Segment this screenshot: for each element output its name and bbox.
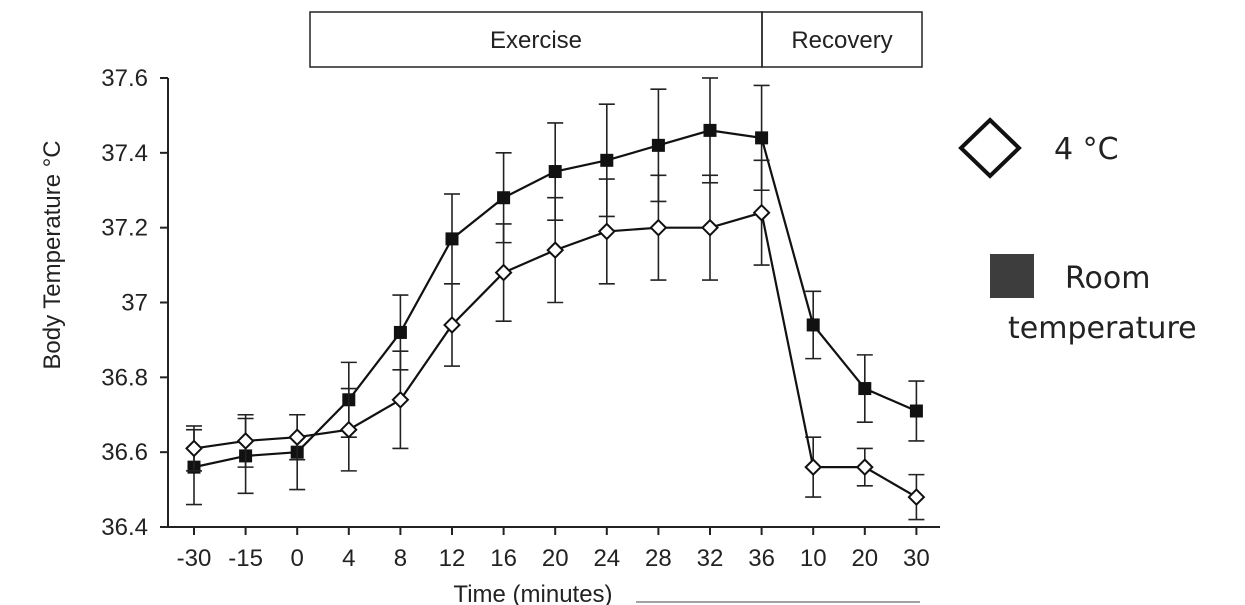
recovery-phase-label: Recovery bbox=[791, 27, 892, 54]
data-point-diamond bbox=[339, 420, 358, 439]
data-point-diamond bbox=[546, 241, 565, 260]
legend: 4 °C Room temperature bbox=[958, 117, 1197, 346]
x-tick-label: 0 bbox=[291, 545, 304, 572]
x-tick-label: 12 bbox=[439, 545, 466, 572]
data-point-diamond bbox=[701, 218, 719, 237]
x-axis-ticks: -30 -15 0 4 8 12 16 20 24 28 32 36 10 20 30 bbox=[177, 527, 930, 572]
data-point-diamond bbox=[443, 316, 461, 334]
legend-diamond-marker-icon bbox=[958, 117, 1022, 179]
data-point-diamond bbox=[907, 488, 926, 506]
data-point-square bbox=[909, 404, 923, 418]
x-tick-label: 4 bbox=[342, 545, 355, 572]
data-point-square bbox=[548, 165, 562, 179]
data-point-square bbox=[806, 318, 820, 332]
data-point-diamond bbox=[804, 458, 823, 477]
legend-square-marker-icon bbox=[990, 254, 1034, 298]
y-tick-label: 37 bbox=[121, 290, 148, 317]
series-4c bbox=[185, 159, 926, 521]
data-point-diamond bbox=[752, 203, 771, 222]
data-point-square bbox=[600, 153, 614, 167]
legend-label-room-line1: Room bbox=[1065, 261, 1150, 296]
legend-label-4c: 4 °C bbox=[1054, 132, 1119, 167]
x-tick-label: 32 bbox=[697, 545, 724, 572]
data-point-square bbox=[703, 123, 717, 137]
x-tick-label: 20 bbox=[851, 545, 878, 572]
x-tick-label: 8 bbox=[394, 545, 407, 572]
x-tick-label: -30 bbox=[177, 545, 212, 572]
phase-header: Exercise Recovery bbox=[309, 11, 923, 68]
x-tick-label: 24 bbox=[593, 545, 620, 572]
y-axis-ticks: 36.4 36.6 36.8 37 37.2 37.4 37.6 bbox=[101, 65, 168, 541]
y-tick-label: 36.4 bbox=[101, 514, 148, 541]
data-point-diamond bbox=[597, 222, 616, 241]
data-point-diamond bbox=[391, 390, 410, 409]
data-point-diamond bbox=[236, 432, 255, 450]
data-point-diamond bbox=[649, 218, 668, 237]
exercise-phase-label: Exercise bbox=[490, 27, 582, 54]
data-point-square bbox=[755, 131, 769, 145]
x-tick-label: -15 bbox=[228, 545, 263, 572]
legend-label-room-line2: temperature bbox=[1008, 311, 1197, 346]
data-point-diamond bbox=[494, 263, 513, 282]
y-tick-label: 37.2 bbox=[101, 215, 148, 242]
x-tick-label: 10 bbox=[800, 545, 827, 572]
y-tick-label: 37.4 bbox=[101, 140, 148, 167]
y-tick-label: 37.6 bbox=[101, 65, 148, 92]
x-tick-label: 16 bbox=[490, 545, 517, 572]
x-tick-label: 36 bbox=[748, 545, 775, 572]
data-point-square bbox=[651, 138, 665, 152]
data-point-diamond bbox=[855, 458, 874, 477]
y-axis-title: Body Temperature °C bbox=[39, 140, 66, 369]
data-point-square bbox=[445, 232, 459, 246]
data-point-square bbox=[858, 382, 872, 396]
x-tick-label: 28 bbox=[645, 545, 672, 572]
y-tick-label: 36.6 bbox=[101, 439, 148, 466]
data-point-diamond bbox=[288, 428, 307, 447]
x-axis-title: Time (minutes) bbox=[453, 581, 612, 605]
x-tick-label: 30 bbox=[903, 545, 930, 572]
data-point-diamond bbox=[185, 439, 203, 458]
y-tick-label: 36.8 bbox=[101, 364, 148, 391]
data-point-square bbox=[497, 191, 511, 205]
data-point-square bbox=[393, 325, 407, 339]
x-tick-label: 20 bbox=[542, 545, 569, 572]
recovery-phase-box bbox=[761, 11, 923, 68]
